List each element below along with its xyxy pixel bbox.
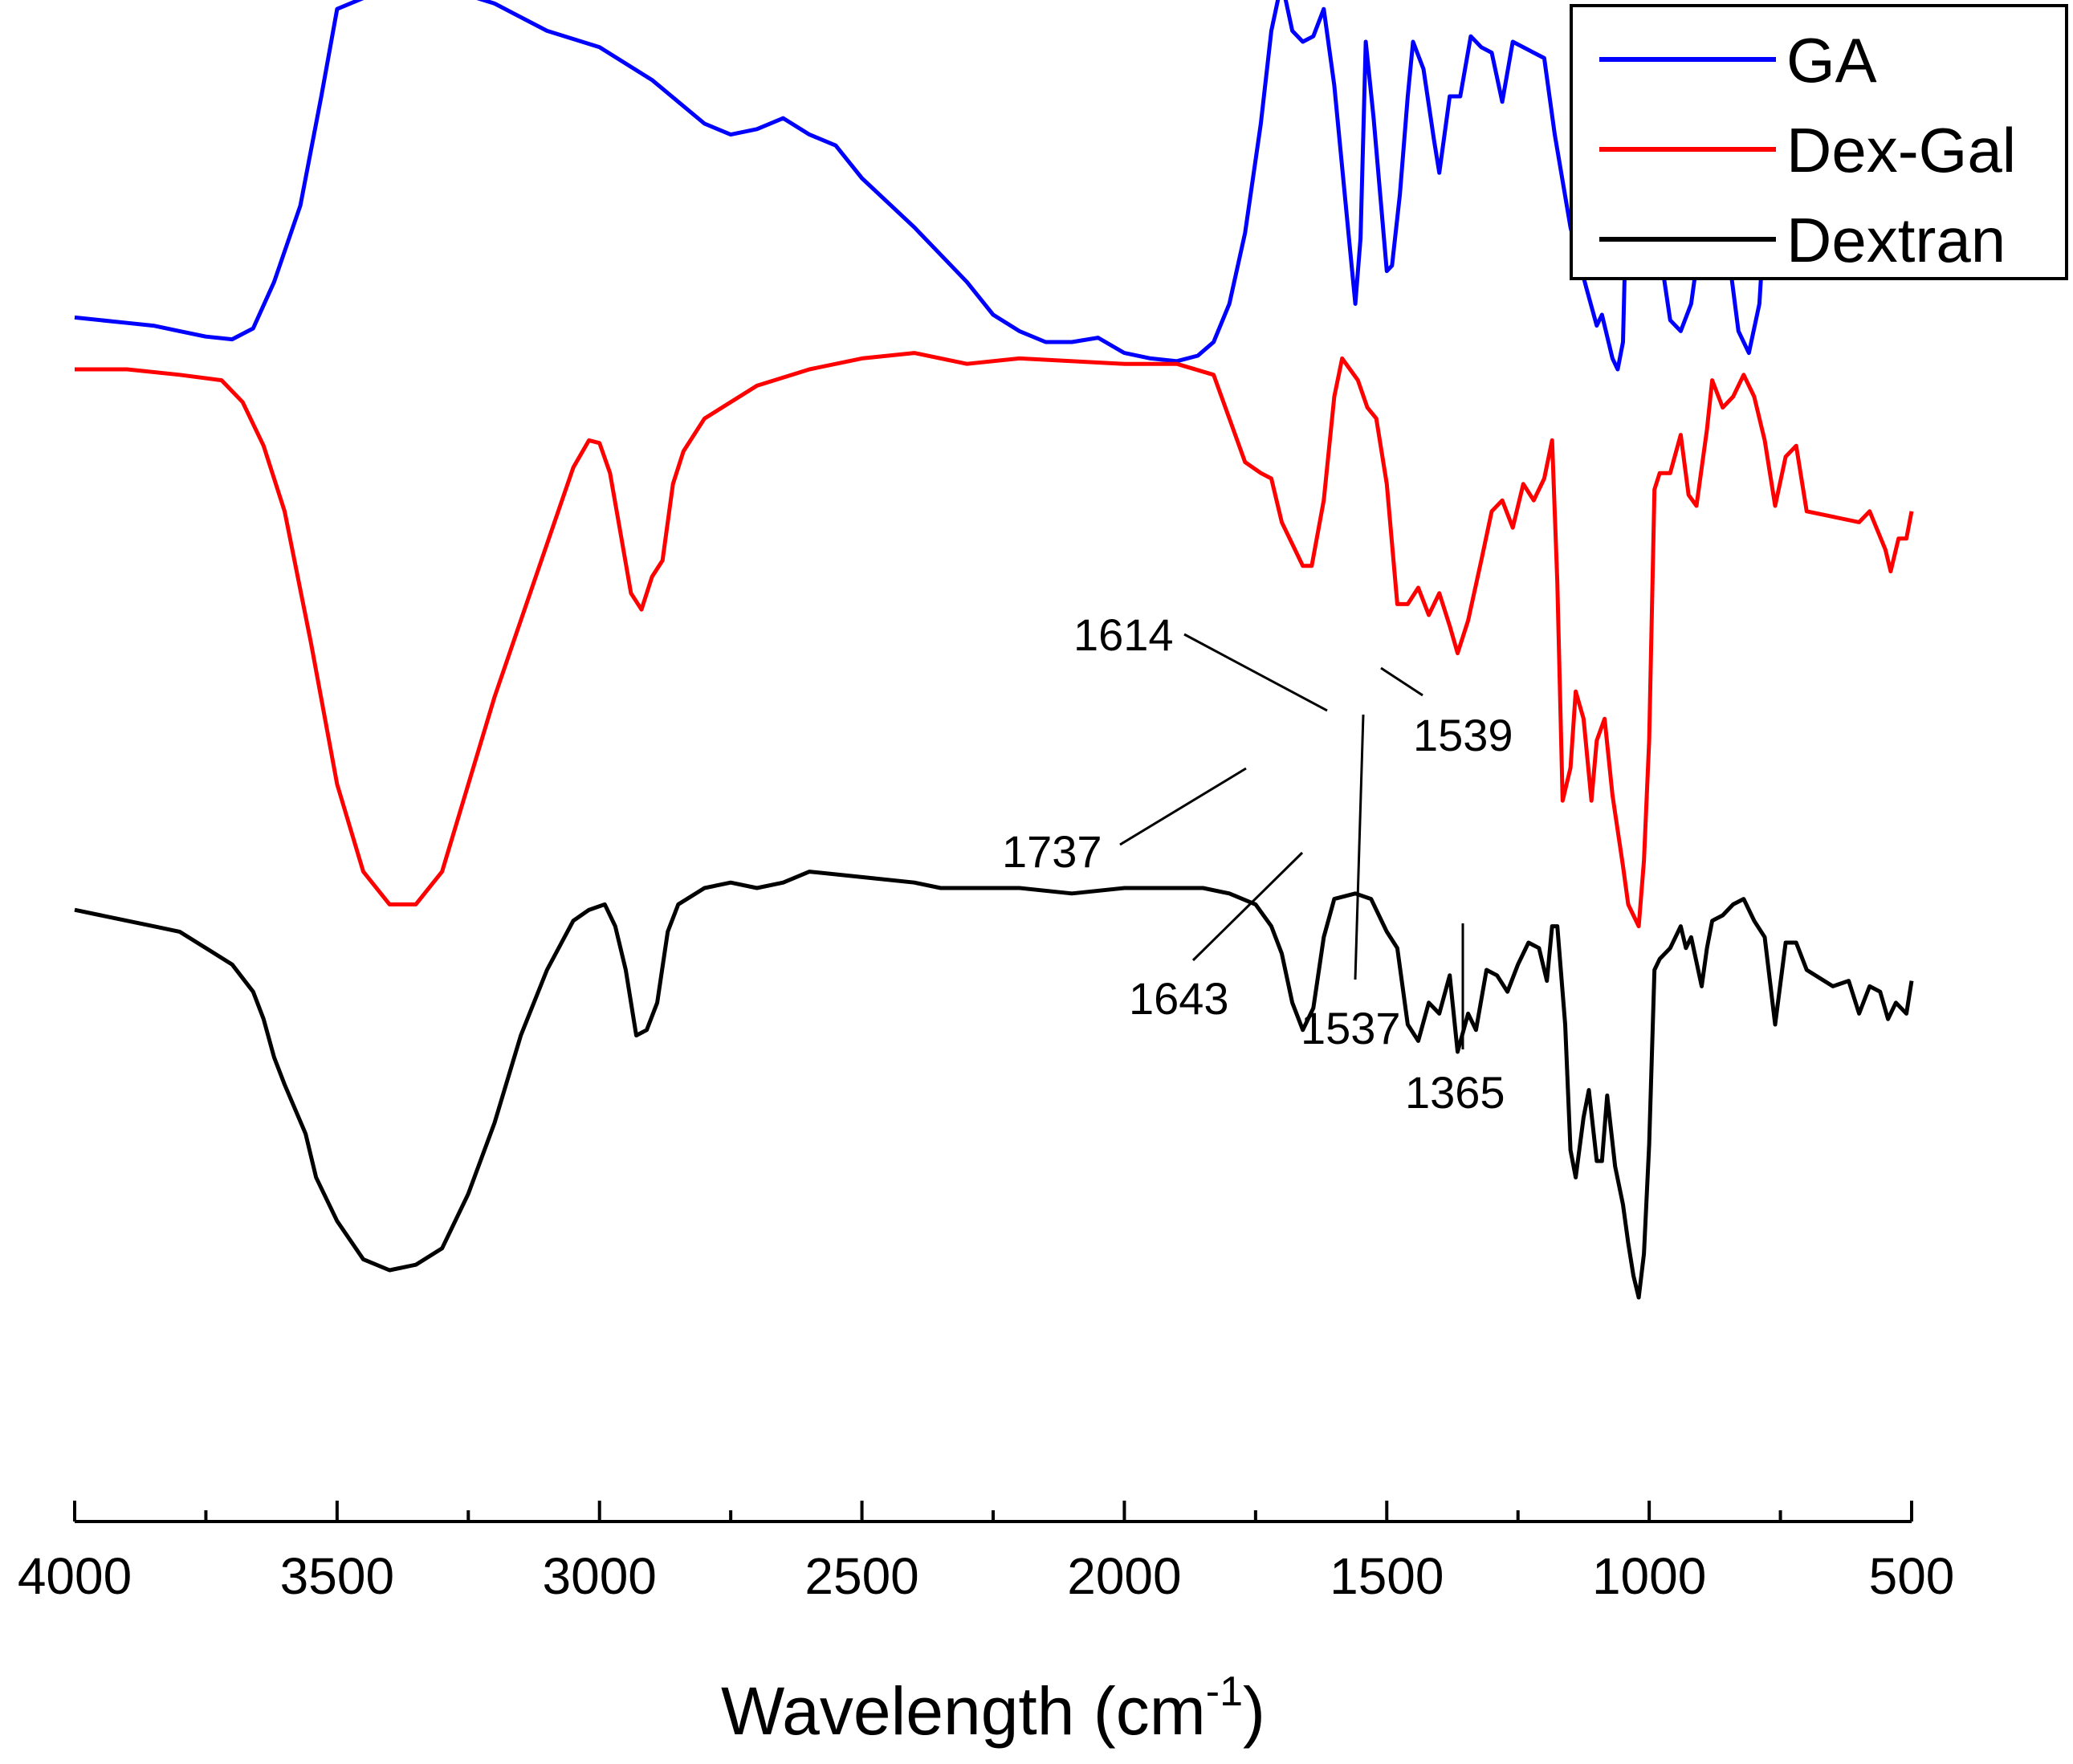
annotation-1614: 1614 [1073,609,1174,660]
annotation-line-1737 [1119,767,1247,846]
annotation-line-1614 [1183,633,1328,712]
x-axis-title: Wavelength (cm-1) [721,1668,1265,1749]
x-tick-label-500: 500 [1869,1547,1955,1605]
x-tick-label-1000: 1000 [1592,1547,1706,1605]
legend-label-dex-gal: Dex-Gal [1786,115,2016,185]
x-tick-label-2500: 2500 [804,1547,918,1605]
annotation-1737: 1737 [1002,826,1102,877]
annotation-1539: 1539 [1413,710,1513,760]
x-tick-label-1500: 1500 [1330,1547,1444,1605]
series-line-dex-gal [75,351,1914,929]
annotation-1365: 1365 [1405,1067,1505,1118]
annotation-1537: 1537 [1301,1003,1401,1053]
x-axis-title-close: ) [1243,1673,1265,1749]
annotation-lines [1119,633,1464,1049]
legend-label-ga: GA [1786,25,1877,96]
legend: GA Dex-Gal Dextran [1570,4,2068,280]
x-axis-ticks: 4000 3500 3000 2500 2000 1500 1000 500 [18,1501,1955,1605]
x-tick-label-4000: 4000 [18,1547,132,1605]
legend-box [1570,4,2068,280]
legend-label-dextran: Dextran [1786,205,2006,275]
x-axis-title-main: Wavelength (cm [721,1673,1206,1749]
annotation-line-1643 [1191,851,1304,962]
annotation-line-1537 [1354,714,1365,980]
x-tick-label-3000: 3000 [543,1547,657,1605]
x-axis-title-superscript: -1 [1206,1668,1243,1715]
x-tick-label-2000: 2000 [1067,1547,1181,1605]
series-line-dextran [74,870,1914,1300]
annotation-1643: 1643 [1129,973,1229,1024]
x-tick-label-3500: 3500 [280,1547,394,1605]
annotation-line-1539 [1380,666,1423,697]
